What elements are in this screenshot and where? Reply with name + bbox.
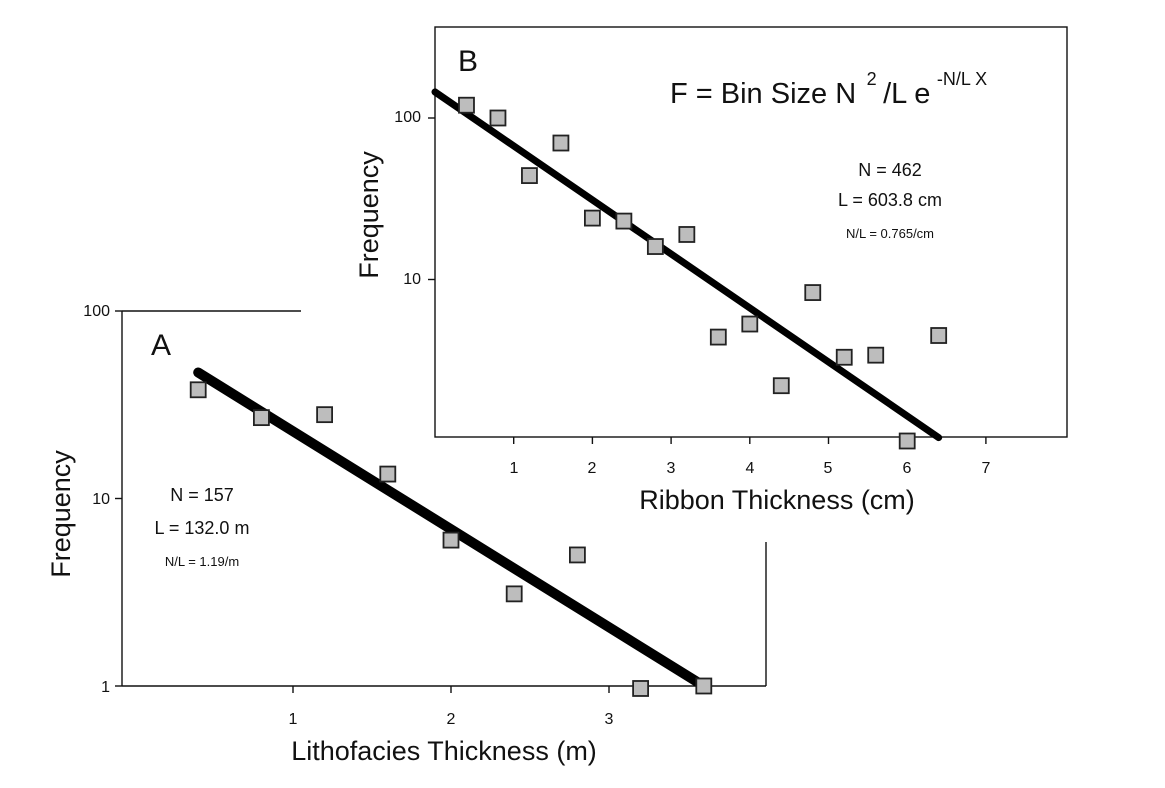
panel-a-y-tick-label: 1 bbox=[101, 679, 110, 696]
panel-b-y-tick-label: 10 bbox=[403, 271, 421, 288]
panel-a-x-tick-label: 2 bbox=[447, 711, 456, 728]
panel-a-data-point bbox=[316, 406, 334, 424]
panel-b-stat-l: L = 603.8 cm bbox=[838, 190, 942, 210]
panel-b-formula: F = Bin Size N 2 /L e -N/L X bbox=[670, 69, 987, 110]
panel-b-y-tick-label: 100 bbox=[394, 109, 421, 126]
panel-a-stat-n: N = 157 bbox=[170, 485, 234, 505]
panel-b-data-point bbox=[835, 348, 853, 366]
panel-a-x-axis-label: Lithofacies Thickness (m) bbox=[291, 736, 597, 766]
panel-b-data-point bbox=[458, 96, 475, 114]
panel-a-letter: A bbox=[151, 329, 171, 362]
panel-b-data-point bbox=[678, 226, 696, 243]
panel-b-data-point bbox=[521, 167, 538, 184]
panel-a-data-point bbox=[379, 465, 397, 483]
panel-b-background bbox=[434, 26, 1068, 438]
formula-sup-2: -N/L X bbox=[937, 69, 987, 89]
panel-a-x-tick-label: 1 bbox=[289, 711, 298, 728]
panel-b-x-tick-label: 2 bbox=[588, 460, 597, 477]
panel-a-data-point bbox=[632, 680, 649, 697]
panel-b-stat-nl: N/L = 0.765/cm bbox=[846, 226, 934, 241]
panel-b-data-point bbox=[552, 134, 570, 152]
panel-a-y-axis-label: Frequency bbox=[46, 450, 76, 578]
panel-b-x-tick-label: 1 bbox=[510, 460, 519, 477]
panel-b-data-point bbox=[804, 284, 822, 301]
panel-b: 100 10 1 2 3 4 5 6 7 Ribbon Thickness (c… bbox=[354, 26, 1068, 515]
formula-mid: /L e bbox=[883, 78, 930, 110]
panel-b-data-point bbox=[898, 432, 916, 450]
panel-a-data-point bbox=[505, 585, 523, 603]
panel-b-x-tick-label: 4 bbox=[746, 460, 755, 477]
panel-a-data-point bbox=[569, 546, 586, 564]
panel-b-data-point bbox=[615, 212, 633, 230]
panel-a: 100 10 1 1 2 3 Lithofacies Thickness (m)… bbox=[46, 303, 767, 766]
panel-a-data-point bbox=[189, 381, 207, 399]
panel-b-x-axis-label: Ribbon Thickness (cm) bbox=[639, 485, 915, 515]
panel-b-data-point bbox=[930, 327, 948, 344]
panel-b-fit-line bbox=[431, 88, 943, 442]
panel-b-letter: B bbox=[458, 45, 478, 78]
panel-b-data-point bbox=[709, 328, 727, 346]
panel-a-stat-l: L = 132.0 m bbox=[155, 518, 250, 538]
panel-a-data-point bbox=[442, 531, 460, 549]
panel-b-data-point bbox=[772, 377, 790, 395]
panel-a-y-tick-label: 100 bbox=[83, 303, 110, 320]
panel-b-x-tick-label: 3 bbox=[667, 460, 676, 477]
panel-b-stat-n: N = 462 bbox=[858, 160, 922, 180]
panel-b-data-point bbox=[741, 315, 759, 333]
panel-b-x-tick-label: 5 bbox=[824, 460, 833, 477]
panel-b-data-point bbox=[646, 238, 664, 255]
panel-a-data-point bbox=[252, 409, 270, 427]
panel-a-data-point bbox=[695, 677, 713, 695]
panel-b-data-point bbox=[867, 346, 885, 364]
panel-a-fit-line bbox=[193, 367, 709, 691]
panel-b-x-tick-label: 7 bbox=[982, 460, 991, 477]
panel-b-x-tick-label: 6 bbox=[903, 460, 912, 477]
panel-a-y-tick-label: 10 bbox=[92, 491, 110, 508]
panel-a-stat-nl: N/L = 1.19/m bbox=[165, 554, 239, 569]
panel-a-x-tick-label: 3 bbox=[605, 711, 614, 728]
panel-b-y-axis-label: Frequency bbox=[354, 151, 384, 279]
formula-sup-1: 2 bbox=[867, 69, 877, 89]
panel-b-data-point bbox=[489, 109, 507, 127]
formula-main: F = Bin Size N bbox=[670, 78, 856, 110]
panel-b-data-point bbox=[584, 209, 601, 227]
